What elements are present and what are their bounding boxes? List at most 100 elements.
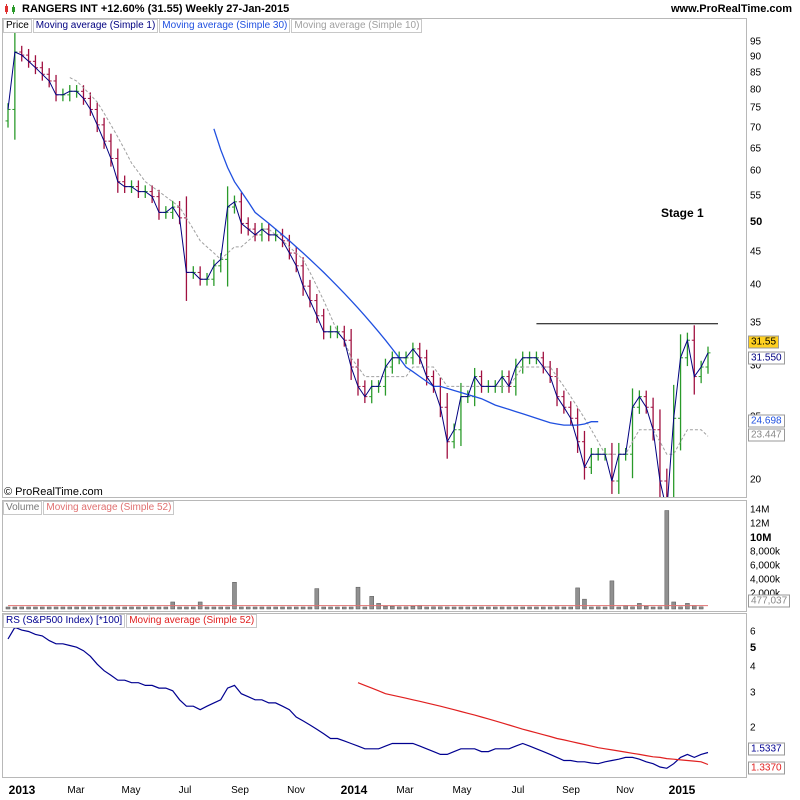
price-bar <box>238 192 244 234</box>
volume-bar <box>444 606 450 610</box>
volume-bar <box>396 606 402 610</box>
x-axis: 2013 Mar May Jul Sep Nov 2014 Mar May Jul Sep Nov 20… <box>0 778 746 800</box>
volume-bar <box>630 606 635 610</box>
legend-item[interactable]: Volume <box>3 501 43 515</box>
legend-item[interactable]: Moving average (Simple 52) <box>43 501 175 515</box>
volume-bar <box>438 606 443 610</box>
x-tick-label: May <box>452 785 472 796</box>
price-tick-label: 55 <box>750 190 762 202</box>
price-bar <box>444 393 450 459</box>
volume-bar <box>547 606 553 610</box>
price-bar <box>650 397 656 441</box>
volume-bar <box>493 606 498 610</box>
volume-tick-label: 10M <box>750 531 772 544</box>
volume-bar <box>74 606 79 610</box>
price-bar <box>231 195 237 214</box>
rs-tick-label: 4 <box>750 661 756 673</box>
rs-panel[interactable]: RS (S&P500 Index) [*100] Moving average (… <box>2 613 747 778</box>
price-bar <box>430 370 436 393</box>
price-panel[interactable]: Price Moving average (Simple 1) Moving ave… <box>2 18 747 498</box>
price-tick-label: 30 <box>750 360 762 372</box>
volume-bar <box>204 606 210 610</box>
price-tag-sma1: 31.550 <box>748 351 785 365</box>
price-bar <box>664 468 668 497</box>
price-bar <box>609 442 615 494</box>
price-bar <box>472 367 478 407</box>
price-bar <box>362 380 368 404</box>
legend-item[interactable]: Moving average (Simple 10) <box>291 19 423 33</box>
price-bar <box>197 266 203 286</box>
sma30-line <box>213 128 599 426</box>
price-tag-sma10: 23.447 <box>748 428 785 442</box>
volume-bar <box>293 606 299 610</box>
volume-bar <box>33 606 38 610</box>
volume-bar <box>541 606 546 610</box>
rs-chart <box>7 626 709 769</box>
volume-bar <box>376 603 381 610</box>
volume-bar <box>424 606 429 610</box>
price-tick-label: 90 <box>750 51 762 63</box>
volume-bar <box>609 580 615 610</box>
volume-bar <box>5 606 11 610</box>
x-tick-label: 2015 <box>668 783 696 797</box>
volume-bar <box>431 606 436 610</box>
price-bar <box>101 117 107 149</box>
price-bar <box>616 442 622 494</box>
volume-bar <box>245 606 251 610</box>
volume-bar <box>527 606 532 610</box>
price-bar <box>417 342 423 365</box>
price-bar <box>135 180 141 198</box>
x-tick-label: Sep <box>562 785 580 796</box>
volume-bar <box>46 606 52 610</box>
volume-bar <box>458 606 464 610</box>
volume-tick-label: 12M <box>750 518 770 530</box>
volume-bar <box>307 606 313 610</box>
volume-bar <box>239 606 244 610</box>
volume-bar <box>280 606 285 610</box>
volume-bar <box>486 606 491 610</box>
legend-item[interactable]: Moving average (Simple 30) <box>159 19 291 33</box>
volume-bar <box>561 606 567 610</box>
price-bar <box>451 423 457 449</box>
volume-tick-label: 8,000k <box>750 546 781 558</box>
x-tick-label: Nov <box>616 785 634 796</box>
volume-bar <box>211 606 217 610</box>
rs-line <box>7 626 709 769</box>
rs-tick-label: 3 <box>750 687 756 699</box>
volume-panel[interactable]: Volume Moving average (Simple 52) <box>2 500 747 612</box>
volume-bar <box>321 606 326 610</box>
x-tick-label: Mar <box>396 785 414 796</box>
volume-bar <box>342 606 347 610</box>
volume-bar <box>252 606 258 610</box>
price-bar <box>355 358 361 396</box>
candlestick-icon <box>5 4 15 14</box>
volume-bar <box>149 606 155 610</box>
price-bar <box>705 346 711 374</box>
legend-item[interactable]: RS (S&P500 Index) [*100] <box>3 614 126 628</box>
price-tag-sma30: 24.698 <box>748 414 785 428</box>
site-link[interactable]: www.ProRealTime.com <box>670 3 792 15</box>
price-tick-label: 65 <box>750 143 762 155</box>
price-tag-last: 31.55 <box>748 335 780 349</box>
price-tick-label: 50 <box>750 216 763 229</box>
price-bar <box>520 351 526 374</box>
volume-chart <box>5 510 708 610</box>
price-legend: Price Moving average (Simple 1) Moving ave… <box>3 19 424 33</box>
volume-bar <box>390 605 395 610</box>
volume-bar <box>520 606 525 610</box>
legend-item[interactable]: Moving average (Simple 1) <box>32 19 159 33</box>
price-tick-label: 35 <box>750 317 762 329</box>
price-bar <box>307 279 313 308</box>
volume-bar <box>678 606 683 610</box>
legend-item[interactable]: Moving average (Simple 52) <box>126 614 258 628</box>
x-tick-label: May <box>121 785 141 796</box>
price-bar <box>321 308 327 340</box>
volume-bar <box>273 606 278 610</box>
legend-item[interactable]: Price <box>3 19 32 33</box>
volume-bar <box>191 606 196 610</box>
volume-tick-label: 6,000k <box>750 560 781 572</box>
price-tick-label: 95 <box>750 36 762 48</box>
x-tick-label: Jul <box>178 785 192 796</box>
price-tick-label: 45 <box>750 246 762 258</box>
price-bar <box>636 390 642 414</box>
